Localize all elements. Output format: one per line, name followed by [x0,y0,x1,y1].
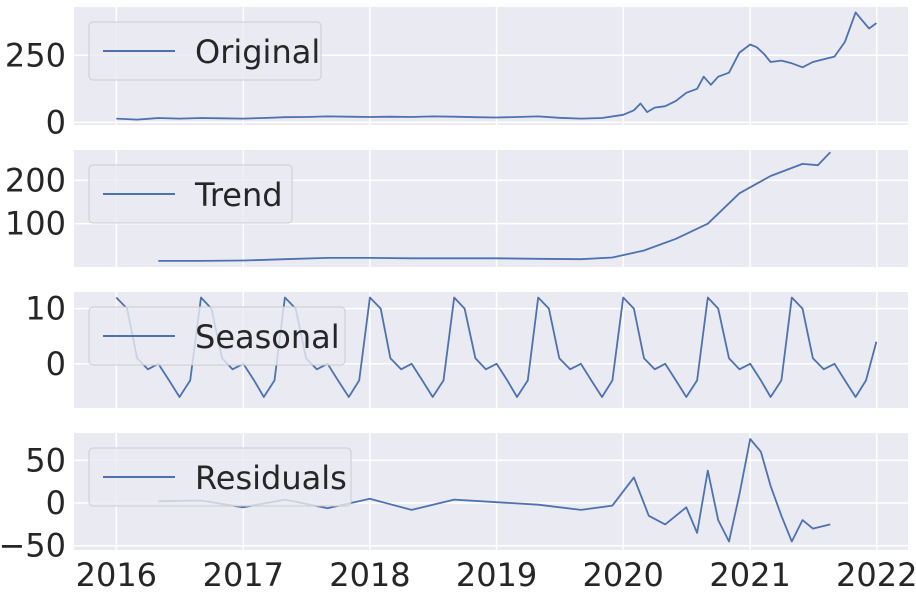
series-line-trend [158,151,831,262]
legend-label: Residuals [195,459,347,497]
x-tick-label: 2017 [203,556,284,594]
legend: Seasonal [88,306,346,366]
panel-seasonal: 0 10 Seasonal [25,290,908,408]
x-axis: 2016 2017 2018 2019 2020 2021 2022 [76,556,916,594]
legend-label: Trend [194,176,283,214]
legend-label: Original [195,33,320,71]
x-tick-label: 2019 [456,556,537,594]
y-tick-label: 10 [25,290,66,328]
x-tick-label: 2021 [709,556,790,594]
legend: Trend [88,164,293,224]
panel-trend: 100 200 Trend [5,150,908,267]
legend-box [88,447,352,507]
y-tick-label: −50 [0,527,66,565]
legend-box [88,164,293,224]
y-tick-label: 250 [5,36,66,74]
y-tick-label: 100 [5,205,66,243]
x-tick-label: 2022 [836,556,916,594]
y-tick-label: 200 [5,161,66,199]
legend: Residuals [88,447,352,507]
legend-label: Seasonal [195,318,340,356]
panel-residuals: −50 0 50 Residuals [0,433,908,565]
y-tick-label: 0 [46,484,66,522]
y-tick-label: 0 [46,103,66,141]
legend-box [88,306,346,366]
legend: Original [88,21,322,81]
panel-original: 0 250 Original [5,7,908,141]
y-tick-label: 50 [25,441,66,479]
x-tick-label: 2018 [329,556,410,594]
x-tick-label: 2020 [582,556,663,594]
y-tick-label: 0 [46,345,66,383]
x-tick-label: 2016 [76,556,157,594]
series-line-original [116,11,877,121]
series-line-residuals [158,438,831,543]
legend-box [88,21,322,81]
